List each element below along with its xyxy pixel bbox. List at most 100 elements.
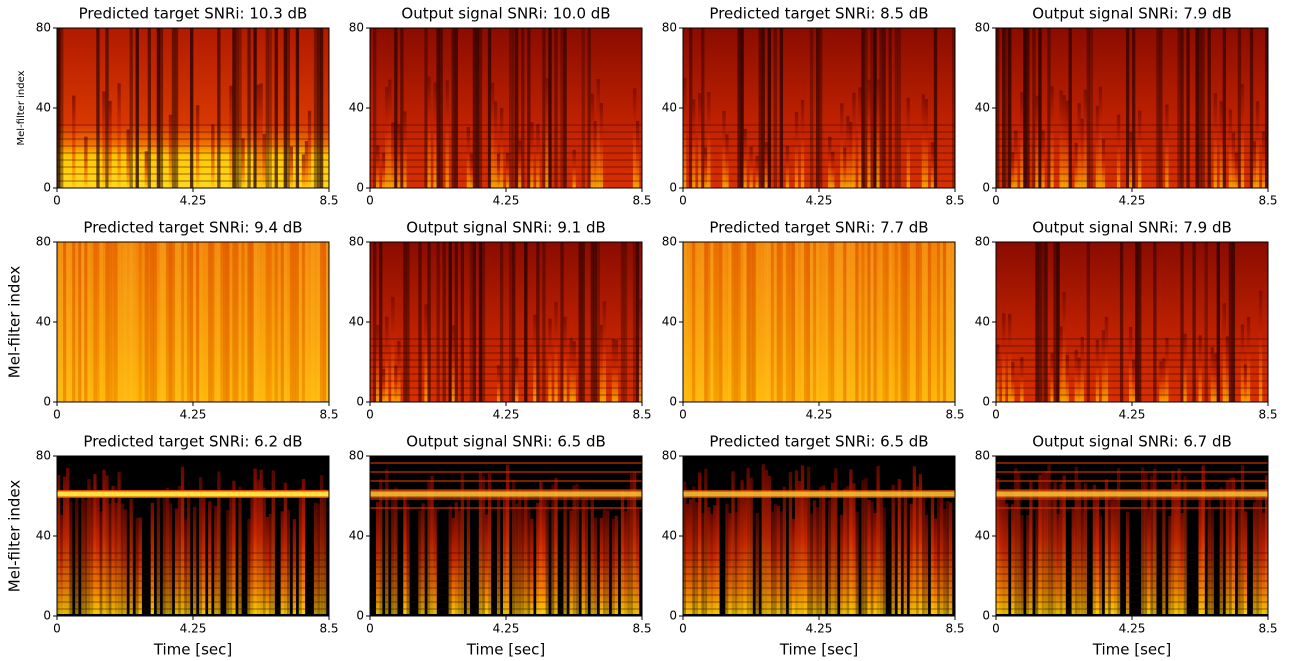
spectrogram-column — [60, 28, 64, 188]
noise-band — [996, 471, 1268, 473]
x-tick-label: 0 — [679, 194, 687, 208]
noise-band — [370, 489, 642, 491]
spectrogram-column — [1038, 474, 1042, 614]
spectrogram-column — [864, 242, 868, 402]
spectrogram-column — [876, 466, 880, 614]
spectrogram-column — [93, 474, 97, 614]
spectrogram-column — [734, 242, 738, 402]
spectrogram-column — [144, 242, 148, 402]
spectrogram-column — [135, 242, 139, 402]
spectrogram-column — [542, 499, 546, 614]
spectrogram-column — [861, 28, 865, 188]
spectrogram-column — [755, 513, 759, 614]
spectrogram-column — [274, 242, 278, 402]
spectrogram-column — [536, 242, 540, 402]
spectrogram-column — [803, 489, 808, 614]
spectrogram-column — [764, 470, 768, 614]
panel-title: Predicted target SNRi: 6.2 dB — [83, 433, 302, 451]
harmonic-band — [996, 166, 1268, 168]
spectrogram-column — [373, 28, 377, 188]
harmonic-band — [57, 124, 329, 126]
spectrogram-column — [554, 301, 558, 402]
y-tick-label: 40 — [349, 315, 364, 329]
harmonic-band — [996, 573, 1268, 575]
spectrogram-column — [442, 242, 446, 402]
harmonic-band — [683, 580, 955, 582]
spectrogram-column — [924, 514, 929, 614]
x-axis-label: Time [sec] — [1092, 641, 1171, 659]
harmonic-band — [370, 338, 642, 340]
spectrogram-column — [217, 242, 221, 402]
spectrogram-column — [1165, 104, 1169, 188]
spectrogram-column — [111, 485, 115, 614]
spectrogram-column — [1035, 509, 1039, 614]
harmonic-band — [57, 173, 329, 175]
spectrogram-column — [481, 242, 486, 402]
spectrogram-column — [596, 242, 600, 402]
spectrogram-column — [117, 83, 121, 188]
spectrogram-column — [1032, 28, 1036, 188]
spectrogram-column — [478, 28, 483, 188]
spectrogram-column — [879, 491, 883, 614]
spectrogram-column — [177, 486, 182, 614]
spectrogram-column — [319, 242, 324, 402]
spectrogram-column — [90, 496, 94, 614]
harmonic-band — [370, 594, 642, 596]
y-axis-label: Mel-filter index — [6, 480, 24, 593]
spectrogram-column — [843, 242, 847, 402]
y-tick-label: 0 — [669, 609, 677, 623]
spectrogram-column — [695, 242, 699, 402]
spectrogram-column — [469, 153, 474, 188]
panel-title: Output signal SNRi: 7.9 dB — [1032, 5, 1232, 23]
spectrogram-column — [183, 242, 188, 402]
spectrogram-column — [1198, 28, 1202, 188]
spectrogram-column — [593, 242, 597, 402]
spectrogram-column — [635, 508, 640, 614]
spectrogram-column — [135, 517, 139, 614]
harmonic-band — [996, 352, 1268, 354]
spectrogram-column — [99, 511, 103, 614]
spectrogram-column — [1177, 28, 1181, 188]
spectrogram-column — [767, 28, 771, 188]
spectrogram-column — [1186, 28, 1190, 188]
spectrogram-column — [731, 242, 735, 402]
spectrogram-column — [710, 242, 714, 402]
spectrogram-column — [1086, 28, 1090, 188]
spectrogram-column — [918, 242, 923, 402]
spectrogram-column — [828, 242, 832, 402]
y-tick-label: 80 — [662, 235, 677, 249]
harmonic-band — [996, 359, 1268, 361]
spectrogram-column — [1222, 28, 1226, 188]
spectrogram-column — [280, 242, 284, 402]
spectrogram-column — [834, 468, 838, 614]
spectrogram-column — [1207, 28, 1211, 188]
spectrogram-column — [1240, 84, 1245, 188]
spectrogram-column — [512, 28, 516, 188]
spectrogram-column — [870, 242, 874, 402]
noise-band — [370, 471, 642, 473]
spectrogram-column — [295, 242, 300, 402]
spectrogram-column — [779, 511, 784, 614]
spectrogram-column — [788, 242, 793, 402]
spectrogram-column — [1044, 471, 1048, 614]
spectrogram-column — [939, 497, 944, 614]
spectrogram-column — [424, 304, 428, 402]
spectrogram-column — [803, 242, 808, 402]
spectrogram-column — [548, 28, 552, 188]
spectrogram-column — [1038, 28, 1042, 188]
spectrogram-column — [761, 242, 765, 402]
spectrogram-column — [996, 344, 1000, 402]
harmonic-band — [996, 552, 1268, 554]
spectrogram-column — [858, 87, 862, 188]
harmonic-band — [57, 587, 329, 589]
spectrogram-image — [57, 242, 330, 402]
harmonic-band — [996, 145, 1268, 147]
spectrogram-column — [1020, 357, 1024, 402]
spectrogram-column — [800, 242, 805, 402]
spectrogram-column — [719, 242, 723, 402]
noise-band — [996, 462, 1268, 464]
spectrogram-column — [376, 145, 380, 188]
spectrogram-column — [782, 242, 787, 402]
spectrogram-column — [725, 503, 729, 614]
harmonic-band — [57, 566, 329, 568]
